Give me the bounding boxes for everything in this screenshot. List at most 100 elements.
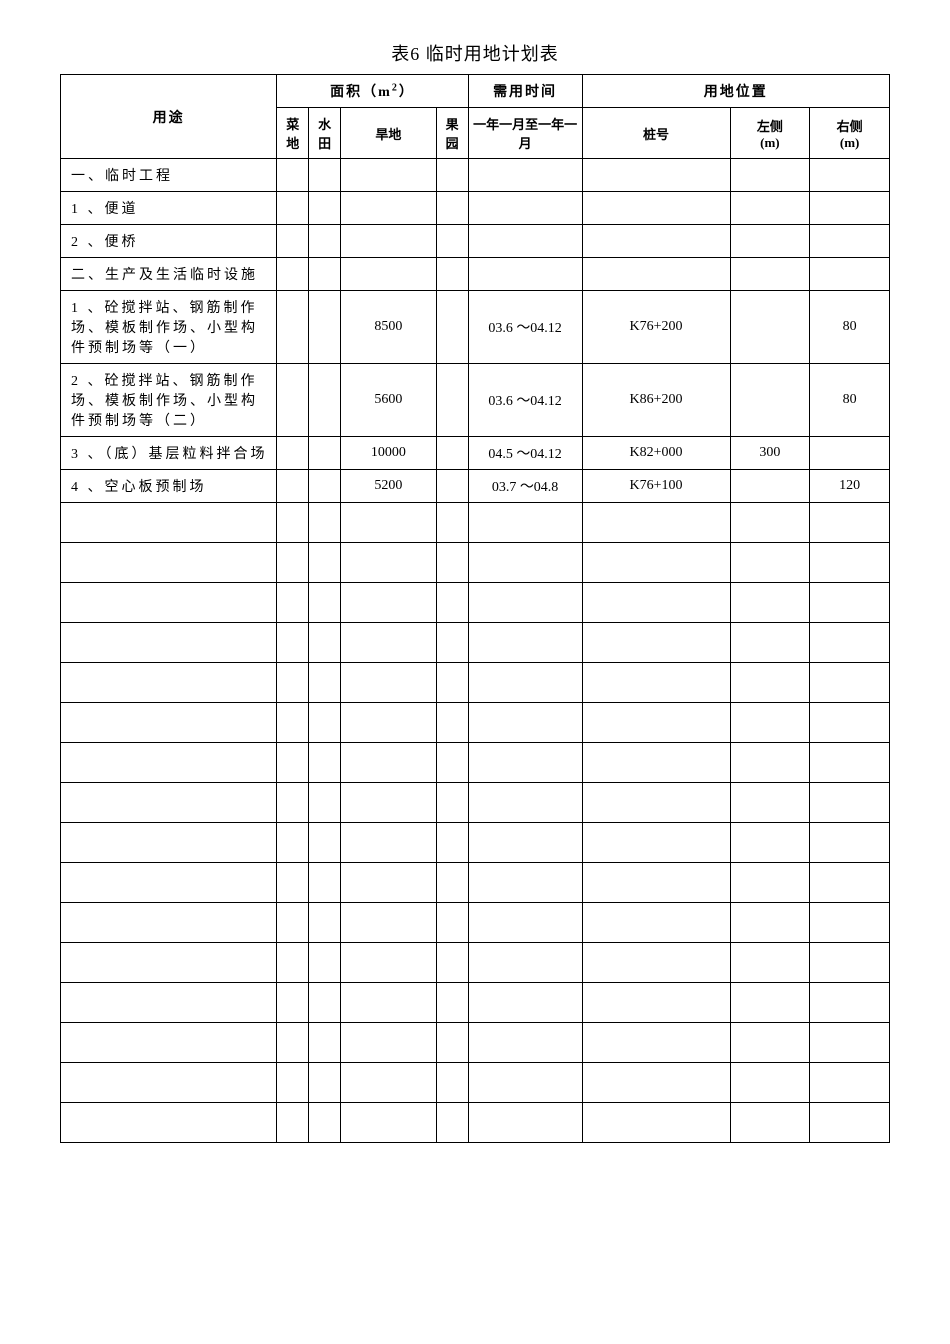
table-cell [468, 623, 582, 663]
table-cell [468, 823, 582, 863]
table-cell [582, 192, 730, 225]
table-cell [277, 863, 309, 903]
table-cell [436, 470, 468, 503]
table-cell [810, 703, 890, 743]
table-row [61, 983, 890, 1023]
table-row [61, 583, 890, 623]
table-cell [61, 663, 277, 703]
header-area: 面积（m2） [277, 75, 468, 108]
table-cell [582, 1103, 730, 1143]
table-title: 表6 临时用地计划表 [60, 40, 890, 66]
table-cell [468, 983, 582, 1023]
table-cell: 120 [810, 470, 890, 503]
table-cell [277, 1023, 309, 1063]
table-row: 2 、砼搅拌站、钢筋制作场、模板制作场、小型构件预制场等（二）560003.6 … [61, 364, 890, 437]
table-cell [436, 225, 468, 258]
table-cell [436, 192, 468, 225]
table-cell [341, 783, 437, 823]
table-cell [277, 703, 309, 743]
table-cell: K86+200 [582, 364, 730, 437]
table-cell [730, 663, 810, 703]
table-cell [277, 983, 309, 1023]
table-cell [436, 364, 468, 437]
table-cell [582, 743, 730, 783]
table-cell [61, 1023, 277, 1063]
table-cell: K82+000 [582, 437, 730, 470]
header-pile: 桩号 [582, 108, 730, 159]
table-cell [277, 823, 309, 863]
table-cell [730, 364, 810, 437]
table-cell [468, 783, 582, 823]
table-cell [309, 1103, 341, 1143]
table-cell [61, 743, 277, 783]
table-cell [810, 1063, 890, 1103]
table-cell: 5600 [341, 364, 437, 437]
table-cell [468, 583, 582, 623]
table-cell: 2 、砼搅拌站、钢筋制作场、模板制作场、小型构件预制场等（二） [61, 364, 277, 437]
table-row: 3 、（底）基层粒料拌合场1000004.5 ～04.12K82+000300 [61, 437, 890, 470]
table-cell [436, 823, 468, 863]
table-cell [436, 1063, 468, 1103]
table-cell [730, 583, 810, 623]
table-cell [436, 258, 468, 291]
table-cell [582, 1063, 730, 1103]
table-cell [582, 583, 730, 623]
table-cell [277, 583, 309, 623]
table-cell: 1 、便道 [61, 192, 277, 225]
table-cell: 1 、砼搅拌站、钢筋制作场、模板制作场、小型构件预制场等（一） [61, 291, 277, 364]
header-han: 旱地 [341, 108, 437, 159]
table-cell [810, 437, 890, 470]
table-cell [309, 623, 341, 663]
table-cell [61, 503, 277, 543]
table-cell [730, 983, 810, 1023]
table-cell [810, 583, 890, 623]
table-cell [309, 903, 341, 943]
table-cell: 2 、便桥 [61, 225, 277, 258]
table-cell [730, 470, 810, 503]
table-row [61, 623, 890, 663]
table-cell [341, 1063, 437, 1103]
table-cell [309, 863, 341, 903]
table-cell [436, 159, 468, 192]
table-cell [309, 364, 341, 437]
table-row: 一、临时工程 [61, 159, 890, 192]
table-cell [277, 159, 309, 192]
table-row [61, 743, 890, 783]
table-cell [341, 1023, 437, 1063]
table-cell [61, 943, 277, 983]
table-row: 1 、砼搅拌站、钢筋制作场、模板制作场、小型构件预制场等（一）850003.6 … [61, 291, 890, 364]
table-row: 2 、便桥 [61, 225, 890, 258]
table-cell [277, 623, 309, 663]
table-cell [341, 943, 437, 983]
table-cell [61, 583, 277, 623]
table-cell [61, 903, 277, 943]
table-cell [468, 159, 582, 192]
table-cell [730, 903, 810, 943]
table-cell [277, 192, 309, 225]
table-cell [61, 983, 277, 1023]
table-cell [468, 258, 582, 291]
table-cell [810, 1103, 890, 1143]
table-cell [341, 663, 437, 703]
table-cell [436, 743, 468, 783]
table-cell [309, 583, 341, 623]
table-cell [277, 225, 309, 258]
table-cell [730, 159, 810, 192]
table-cell [436, 983, 468, 1023]
table-cell [436, 863, 468, 903]
table-cell [436, 943, 468, 983]
table-cell [810, 983, 890, 1023]
table-cell [730, 623, 810, 663]
table-cell [309, 291, 341, 364]
table-cell [730, 258, 810, 291]
table-cell [309, 258, 341, 291]
table-cell [309, 943, 341, 983]
table-cell: K76+100 [582, 470, 730, 503]
table-row [61, 1063, 890, 1103]
table-cell [436, 1023, 468, 1063]
table-row [61, 1103, 890, 1143]
table-cell [582, 623, 730, 663]
table-cell [61, 783, 277, 823]
table-cell: 80 [810, 364, 890, 437]
table-cell [309, 543, 341, 583]
